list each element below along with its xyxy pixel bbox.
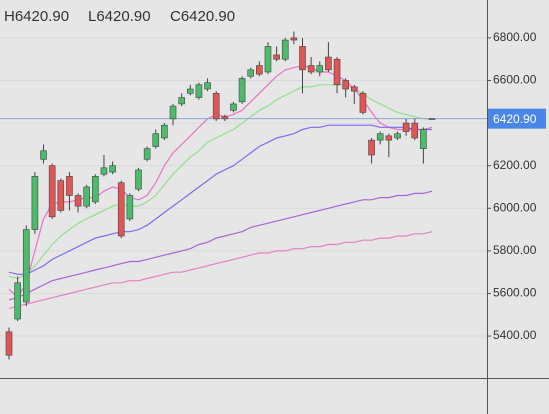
low-label: L6420.90 — [88, 8, 151, 25]
candle-body — [299, 46, 306, 71]
candle-body — [221, 116, 229, 120]
candle-body — [57, 180, 65, 211]
candle-body — [117, 182, 125, 237]
candle-body — [109, 165, 116, 173]
candle-body — [22, 229, 30, 303]
y-tick-label: 5400.00 — [493, 328, 537, 342]
candle-body — [186, 88, 194, 94]
candle-body — [169, 105, 177, 120]
candle-body — [394, 133, 401, 139]
candle-body — [5, 331, 13, 356]
candle-body — [48, 165, 56, 218]
candle-body — [376, 133, 384, 141]
candle-body — [256, 65, 263, 75]
last-price-box — [488, 108, 546, 129]
close-label: C6420.90 — [170, 8, 235, 25]
last-price-label: 6420.90 — [493, 112, 537, 126]
candle-body — [66, 176, 73, 196]
candle-body — [31, 176, 39, 230]
candle-body — [264, 46, 272, 73]
candle-body — [368, 139, 375, 156]
moving-average-line — [8, 124, 432, 275]
high-label: H6420.90 — [4, 8, 69, 25]
plot — [0, 31, 487, 360]
candle-body — [40, 150, 47, 160]
candle-body — [230, 103, 237, 111]
candle-body — [212, 92, 220, 120]
y-tick-label: 5800.00 — [493, 243, 537, 257]
candle-body — [333, 58, 341, 86]
candle-body — [359, 92, 367, 113]
candle-body — [351, 86, 358, 92]
candle-body — [411, 122, 419, 139]
y-tick-label: 6600.00 — [493, 73, 537, 87]
candle-body — [342, 80, 349, 90]
candle-body — [126, 195, 134, 220]
candle-body — [178, 97, 185, 105]
moving-average-line — [8, 84, 432, 280]
candle-body — [204, 82, 211, 90]
candle-body — [195, 84, 203, 98]
candle-body — [161, 124, 168, 139]
candle-body — [307, 65, 315, 73]
candle-body — [92, 176, 99, 203]
candle-body — [247, 69, 255, 77]
candle-body — [238, 78, 246, 103]
candle-body — [325, 56, 332, 71]
moving-average-line — [8, 231, 433, 309]
candle-body — [402, 122, 410, 132]
candle-body — [143, 148, 151, 160]
candle-body — [385, 135, 393, 141]
y-tick-label: 5600.00 — [493, 286, 537, 300]
candle-body — [281, 39, 289, 60]
candle-body — [152, 133, 160, 147]
y-tick-label: 6800.00 — [493, 30, 537, 44]
candle-body — [100, 167, 108, 175]
candle-body — [83, 186, 90, 207]
candle-body — [135, 169, 142, 190]
grid — [0, 37, 487, 337]
candle-body — [290, 37, 298, 41]
candle-body — [316, 65, 324, 73]
candle-body — [273, 54, 280, 60]
candle-body — [14, 282, 21, 320]
candle-body — [74, 195, 82, 207]
candle-body — [420, 129, 427, 149]
moving-average-line — [8, 190, 433, 301]
candle-body — [428, 118, 436, 120]
y-tick-label: 6000.00 — [493, 200, 537, 214]
y-tick-label: 6200.00 — [493, 158, 537, 172]
